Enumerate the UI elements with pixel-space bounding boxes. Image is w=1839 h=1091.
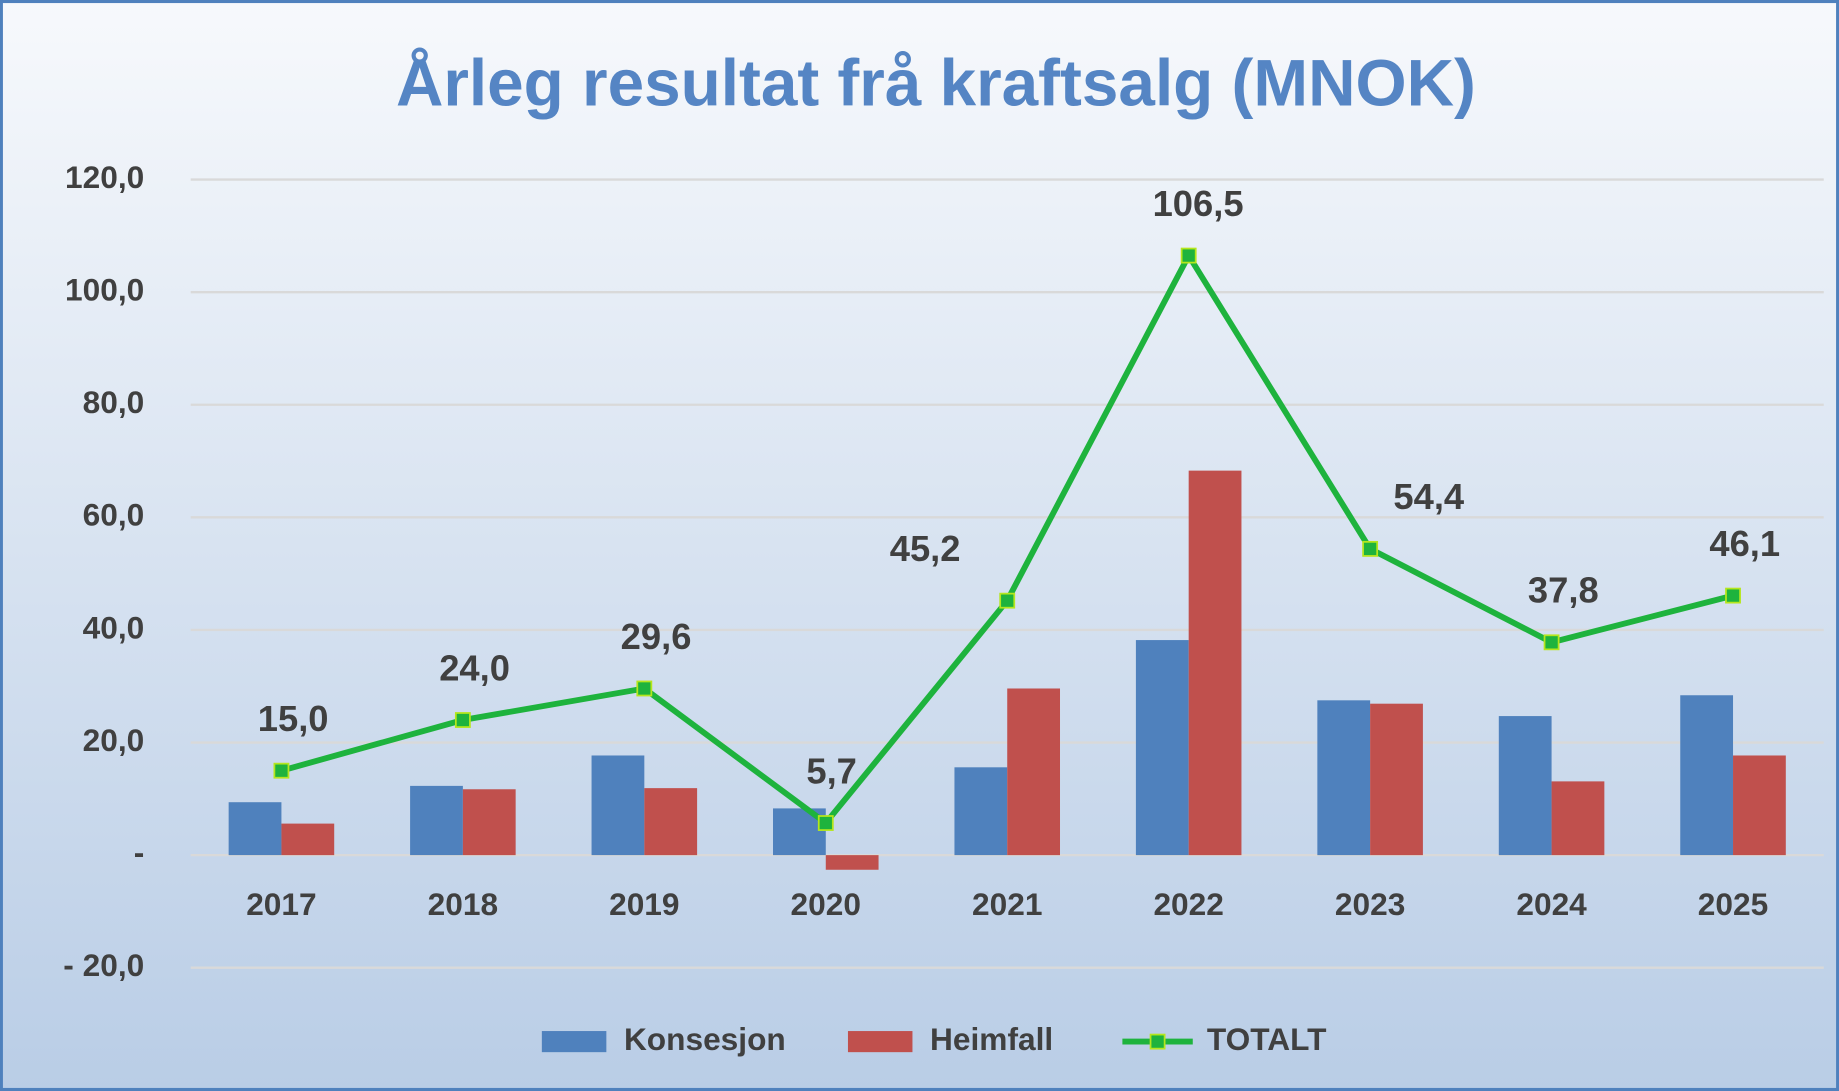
data-label: 15,0 <box>258 698 329 739</box>
legend-swatch <box>541 1031 607 1053</box>
bar <box>1135 640 1189 856</box>
bar <box>228 802 282 856</box>
bar <box>591 755 645 856</box>
legend-swatch <box>847 1031 913 1053</box>
data-label: 45,2 <box>890 528 961 569</box>
line-marker <box>636 680 653 697</box>
y-tick-label: 60,0 <box>83 497 145 533</box>
y-tick-label: 80,0 <box>83 384 145 420</box>
y-tick-label: 120,0 <box>65 159 144 195</box>
bar <box>954 767 1008 856</box>
bar <box>1007 688 1061 856</box>
bar <box>1370 703 1423 856</box>
chart-title: Årleg resultat frå kraftsalg (MNOK) <box>396 46 1476 119</box>
x-tick-label: 2024 <box>1516 886 1587 922</box>
x-tick-label: 2018 <box>428 886 498 922</box>
legend-label: Konsesjon <box>624 1021 786 1057</box>
x-tick-label: 2019 <box>609 886 679 922</box>
data-label: 54,4 <box>1393 476 1465 517</box>
line-marker <box>1725 587 1741 604</box>
data-label: 5,7 <box>806 750 857 791</box>
data-label: 46,1 <box>1709 523 1780 564</box>
y-tick-label: 40,0 <box>83 609 145 645</box>
data-label: 24,0 <box>439 647 510 688</box>
x-tick-label: 2025 <box>1698 886 1768 922</box>
line-marker <box>1543 634 1560 651</box>
y-tick-label: 100,0 <box>65 272 144 308</box>
line-marker <box>999 592 1016 609</box>
y-tick-label: - 20,0 <box>63 947 144 983</box>
bar <box>1498 716 1552 856</box>
bar <box>1680 695 1734 856</box>
data-label: 29,6 <box>621 616 692 657</box>
bar <box>1551 781 1605 856</box>
legend-label: TOTALT <box>1207 1021 1327 1057</box>
line-marker <box>273 762 290 779</box>
legend-label: Heimfall <box>930 1021 1053 1057</box>
x-tick-label: 2020 <box>791 886 861 922</box>
line-marker <box>454 712 471 728</box>
bar <box>281 823 335 856</box>
data-label: 37,8 <box>1528 570 1599 611</box>
data-label: 106,5 <box>1153 183 1244 224</box>
x-tick-label: 2023 <box>1335 886 1405 922</box>
bar <box>1733 755 1786 856</box>
x-tick-label: 2021 <box>972 886 1042 922</box>
legend-marker <box>1149 1033 1166 1050</box>
line-marker <box>817 815 834 831</box>
bar <box>644 788 698 856</box>
bar <box>1188 470 1242 856</box>
bar <box>1317 700 1371 856</box>
y-tick-label: 20,0 <box>83 722 145 758</box>
x-tick-label: 2017 <box>246 886 316 922</box>
line-marker <box>1180 247 1197 264</box>
y-tick-label: - <box>134 834 145 870</box>
x-tick-label: 2022 <box>1153 886 1223 922</box>
bar <box>462 789 516 856</box>
bar <box>410 785 463 856</box>
line-marker <box>1362 540 1379 557</box>
bar <box>825 855 879 870</box>
